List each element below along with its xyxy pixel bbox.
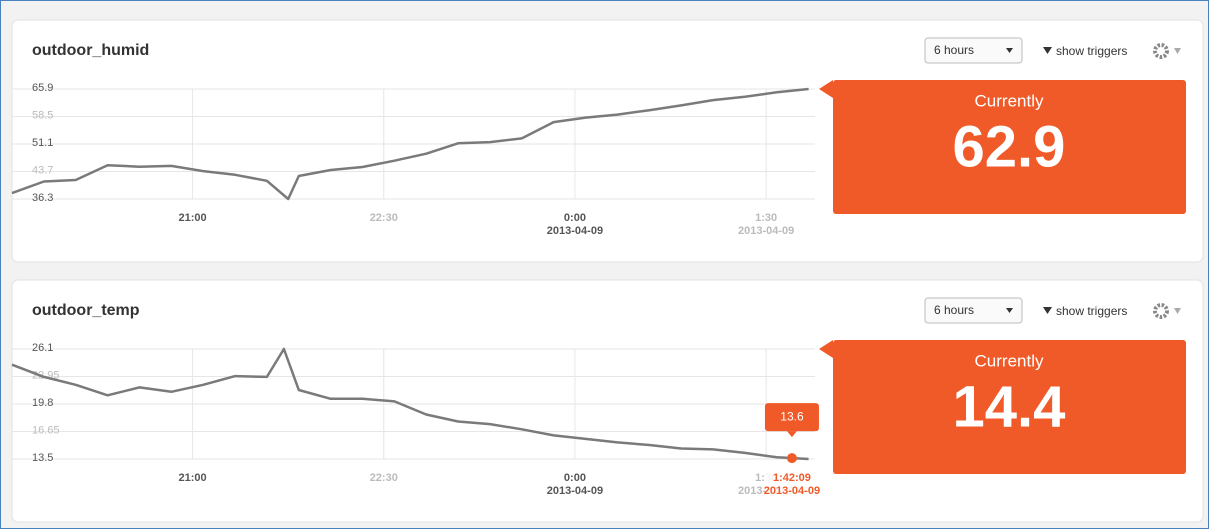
y-tick-label: 16.65 [32, 424, 60, 436]
hover-marker [786, 453, 797, 464]
y-tick-label: 26.1 [32, 342, 53, 354]
tooltip-box [764, 403, 819, 432]
gear-icon[interactable] [1153, 303, 1169, 319]
x-tick-date: 2013-04-09 [738, 225, 794, 237]
y-tick-label: 13.5 [32, 452, 53, 464]
current-box [833, 340, 1186, 474]
current-label: Currently [975, 91, 1044, 110]
hover-date: 2013-04-09 [764, 485, 820, 497]
tooltip-pointer [786, 431, 797, 438]
range-select-text: 6 hours [934, 303, 974, 317]
show-triggers[interactable]: show triggers [1056, 304, 1127, 318]
current-value: 14.4 [953, 374, 1066, 439]
line-series [11, 347, 809, 461]
y-tick-label: 65.9 [32, 82, 53, 94]
gear-arrow [1174, 308, 1181, 314]
select-arrow [1006, 48, 1013, 53]
hover-time: 1:42:09 [773, 472, 811, 484]
range-select[interactable] [924, 37, 1023, 64]
current-box [833, 80, 1186, 214]
x-tick-label: 21:00 [178, 472, 206, 484]
show-triggers[interactable]: show triggers [1056, 44, 1127, 58]
gear-icon[interactable] [1153, 43, 1169, 59]
x-tick-label: 22:30 [370, 472, 398, 484]
current-box-pointer [819, 80, 833, 98]
triggers-arrow [1043, 47, 1052, 54]
current-box-pointer [819, 340, 833, 358]
range-select-text: 6 hours [934, 43, 974, 57]
triggers-arrow [1043, 307, 1052, 314]
y-tick-label: 19.8 [32, 397, 53, 409]
gear-arrow [1174, 48, 1181, 54]
x-tick-label: 22:30 [370, 212, 398, 224]
y-tick-label: 43.7 [32, 164, 53, 176]
line-series [11, 87, 809, 201]
x-tick-date: 2013-04-09 [547, 225, 603, 237]
current-value: 62.9 [953, 114, 1066, 179]
x-tick-label: 1:30 [755, 212, 777, 224]
tooltip-value: 13.6 [780, 409, 804, 423]
range-select[interactable] [924, 297, 1023, 324]
x-tick-label: 0:00 [564, 212, 586, 224]
hover-label-bg [764, 471, 819, 499]
y-tick-label: 51.1 [32, 137, 53, 149]
x-tick-label: 0:00 [564, 472, 586, 484]
panel-title: outdoor_humid [32, 42, 149, 59]
x-tick-label: 21:00 [178, 212, 206, 224]
select-arrow [1006, 308, 1013, 313]
x-tick-date: 2013-04-09 [547, 485, 603, 497]
panel-title: outdoor_temp [32, 302, 140, 319]
current-label: Currently [975, 351, 1044, 370]
y-tick-label: 58.5 [32, 109, 53, 121]
y-tick-label: 36.3 [32, 192, 53, 204]
